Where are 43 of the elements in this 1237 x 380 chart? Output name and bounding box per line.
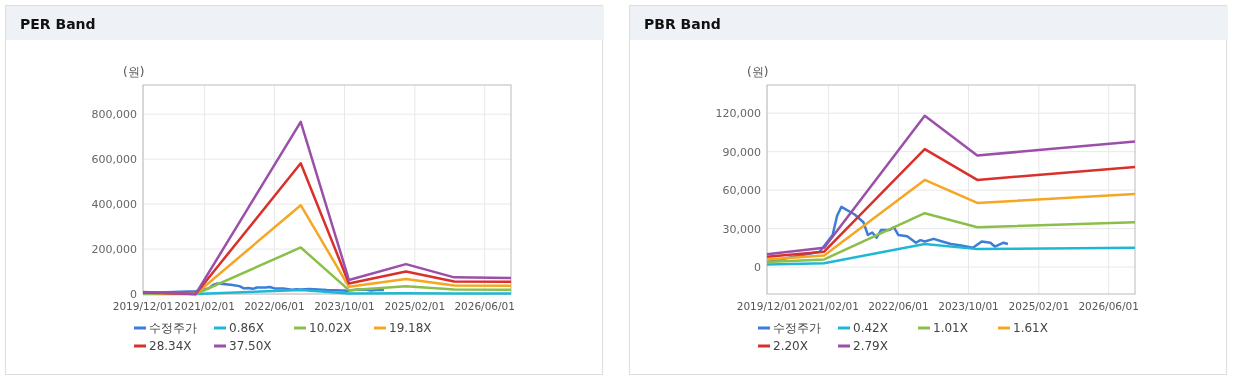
x-tick-label: 2022/06/01 bbox=[868, 300, 929, 312]
line-series bbox=[765, 178, 1137, 261]
legend-label: 1.01X bbox=[933, 321, 968, 335]
y-tick-label: 0 bbox=[130, 288, 137, 301]
y-axis-title: (원) bbox=[123, 65, 145, 79]
y-tick-label: 200,000 bbox=[91, 243, 137, 257]
x-tick-label: 2022/06/01 bbox=[244, 300, 305, 312]
legend-label: 37.50X bbox=[229, 339, 272, 353]
y-tick-label: 400,000 bbox=[91, 198, 137, 212]
x-tick-label: 2019/12/01 bbox=[736, 300, 798, 312]
y-tick-label: 90,000 bbox=[722, 145, 761, 159]
legend-label: 0.86X bbox=[229, 321, 264, 335]
x-tick-label: 2023/10/01 bbox=[938, 300, 999, 312]
y-tick-label: 600,000 bbox=[91, 153, 137, 167]
chart-title: PER Band bbox=[20, 16, 96, 32]
legend-label: 28.34X bbox=[149, 339, 192, 353]
legend-label: 2.79X bbox=[853, 339, 888, 353]
line-series bbox=[765, 114, 1137, 256]
line-series bbox=[765, 242, 1137, 266]
y-tick-label: 60,000 bbox=[722, 184, 761, 198]
line-series bbox=[765, 147, 1137, 259]
legend-label: 수정주가 bbox=[149, 321, 197, 335]
y-tick-label: 0 bbox=[754, 261, 761, 275]
legend-label: 10.02X bbox=[309, 321, 352, 335]
x-tick-label: 2021/02/01 bbox=[798, 300, 859, 312]
x-tick-label: 2025/02/01 bbox=[384, 300, 446, 312]
legend-label: 수정주가 bbox=[773, 321, 821, 335]
y-tick-label: 800,000 bbox=[91, 108, 137, 122]
chart-title: PBR Band bbox=[644, 16, 721, 32]
y-axis-title: (원) bbox=[747, 65, 769, 79]
x-tick-label: 2025/02/01 bbox=[1008, 300, 1070, 312]
legend-label: 1.61X bbox=[1013, 321, 1048, 335]
legend-label: 19.18X bbox=[389, 321, 432, 335]
line-series bbox=[765, 211, 1137, 264]
legend-label: 0.42X bbox=[853, 321, 888, 335]
legend-label: 2.20X bbox=[773, 339, 808, 353]
x-tick-label: 2019/12/01 bbox=[112, 300, 174, 312]
x-tick-label: 2023/10/01 bbox=[314, 300, 375, 312]
y-tick-label: 120,000 bbox=[715, 107, 761, 121]
x-tick-label: 2021/02/01 bbox=[174, 300, 235, 312]
x-tick-label: 2026/06/01 bbox=[1078, 300, 1139, 312]
y-tick-label: 30,000 bbox=[722, 222, 761, 236]
x-tick-label: 2026/06/01 bbox=[454, 300, 515, 312]
